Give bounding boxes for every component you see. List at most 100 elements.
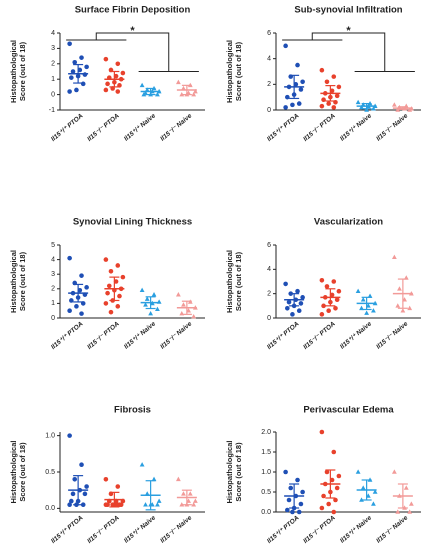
data-point [296, 101, 302, 106]
panel-title: Surface Fibrin Deposition [75, 5, 191, 16]
data-point [331, 449, 337, 455]
data-point [283, 281, 288, 287]
data-point [336, 473, 342, 479]
data-point [283, 469, 288, 475]
data-point [321, 97, 326, 103]
y-axis-label-line: Score (out of 18) [18, 41, 27, 101]
data-point [67, 502, 72, 508]
data-point [74, 87, 79, 93]
data-point [103, 56, 109, 62]
data-point [336, 84, 342, 90]
data-point [106, 283, 112, 289]
x-tick-label: Il15⁻/⁻ Naive [159, 112, 193, 142]
x-tick-label: Il15⁻/⁻ PTOA [302, 320, 337, 351]
y-tick-label: 0 [51, 315, 55, 322]
data-point [181, 491, 186, 496]
y-tick-label: 2 [51, 61, 55, 68]
data-point [143, 302, 148, 307]
data-point [108, 268, 114, 274]
data-point [286, 299, 292, 305]
data-point [103, 476, 109, 482]
data-point [67, 41, 72, 47]
x-tick-label: Il15⁻/⁻ PTOA [86, 320, 121, 351]
data-point [155, 502, 160, 507]
data-point [331, 509, 337, 515]
data-point [103, 301, 109, 306]
data-point [395, 107, 401, 112]
data-point [175, 476, 181, 482]
data-point [334, 485, 340, 491]
data-point [181, 302, 186, 307]
data-point [300, 489, 305, 495]
data-point [72, 59, 78, 65]
panel-title: Perivascular Edema [303, 405, 394, 416]
panel: Sub-synovial Infiltration Histopathologic… [225, 5, 421, 143]
x-tick-label: Il15⁻/⁻ Naive [159, 514, 193, 544]
data-point [144, 296, 150, 301]
data-point [192, 498, 198, 503]
data-point [151, 292, 157, 297]
data-point [69, 498, 74, 504]
panel: Surface Fibrin Deposition Histopathologic… [9, 5, 205, 143]
data-point [148, 311, 154, 316]
data-point [70, 69, 76, 74]
y-tick-label: 3 [51, 45, 55, 52]
y-tick-label: 5 [51, 242, 55, 249]
data-point [72, 476, 78, 482]
y-tick-label: -1 [49, 107, 55, 114]
data-point [155, 92, 160, 97]
data-point [120, 274, 126, 280]
data-point [372, 489, 378, 494]
data-point [115, 484, 121, 489]
panel-title: Synovial Lining Thickness [73, 217, 192, 228]
panel-title: Sub-synovial Infiltration [294, 5, 402, 16]
y-axis-label-line: Histopathological [9, 40, 18, 103]
data-point [298, 501, 304, 507]
data-point [283, 105, 288, 110]
data-point [139, 82, 145, 88]
y-axis-label-line: Histopathological [9, 441, 18, 504]
data-point [69, 298, 74, 303]
data-point [285, 305, 290, 311]
data-point [319, 312, 325, 317]
data-point [139, 462, 145, 467]
data-point [175, 292, 181, 297]
data-point [79, 273, 84, 278]
data-point [355, 469, 361, 474]
data-point [290, 312, 295, 317]
data-point [298, 301, 304, 306]
data-point [67, 308, 72, 314]
x-tick-label: Il15⁻/⁻ PTOA [86, 514, 121, 545]
y-tick-label: 1.0 [261, 469, 271, 476]
x-tick-label: Il15⁺/⁺ Naive [123, 514, 157, 544]
data-point [296, 509, 302, 515]
data-point [331, 74, 337, 79]
y-tick-label: 3 [51, 271, 55, 278]
data-point [80, 81, 86, 87]
data-point [326, 308, 331, 314]
x-tick-label: Il15⁻/⁻ PTOA [302, 514, 337, 545]
data-point [181, 85, 186, 91]
data-point [108, 309, 114, 315]
data-point [144, 491, 150, 496]
data-point [326, 501, 331, 507]
data-point [295, 62, 300, 68]
y-axis-label: HistopathologicalScore (out of 18) [9, 250, 27, 313]
data-point [408, 501, 414, 506]
data-point [319, 429, 325, 435]
data-point [395, 509, 401, 514]
y-axis-label-line: Score (out of 18) [18, 251, 27, 311]
data-point [191, 313, 197, 319]
data-point [407, 305, 413, 311]
data-point [326, 101, 331, 106]
data-point [407, 107, 413, 112]
significance-bracket [282, 32, 415, 72]
y-tick-label: 0.0 [261, 509, 271, 516]
data-point [371, 106, 376, 111]
y-axis-label-line: Score (out of 18) [234, 41, 243, 101]
significance-star: * [130, 25, 135, 37]
y-tick-label: 0.5 [45, 469, 55, 476]
x-tick-label: Il15⁻/⁻ PTOA [302, 112, 337, 143]
data-point [300, 79, 305, 85]
